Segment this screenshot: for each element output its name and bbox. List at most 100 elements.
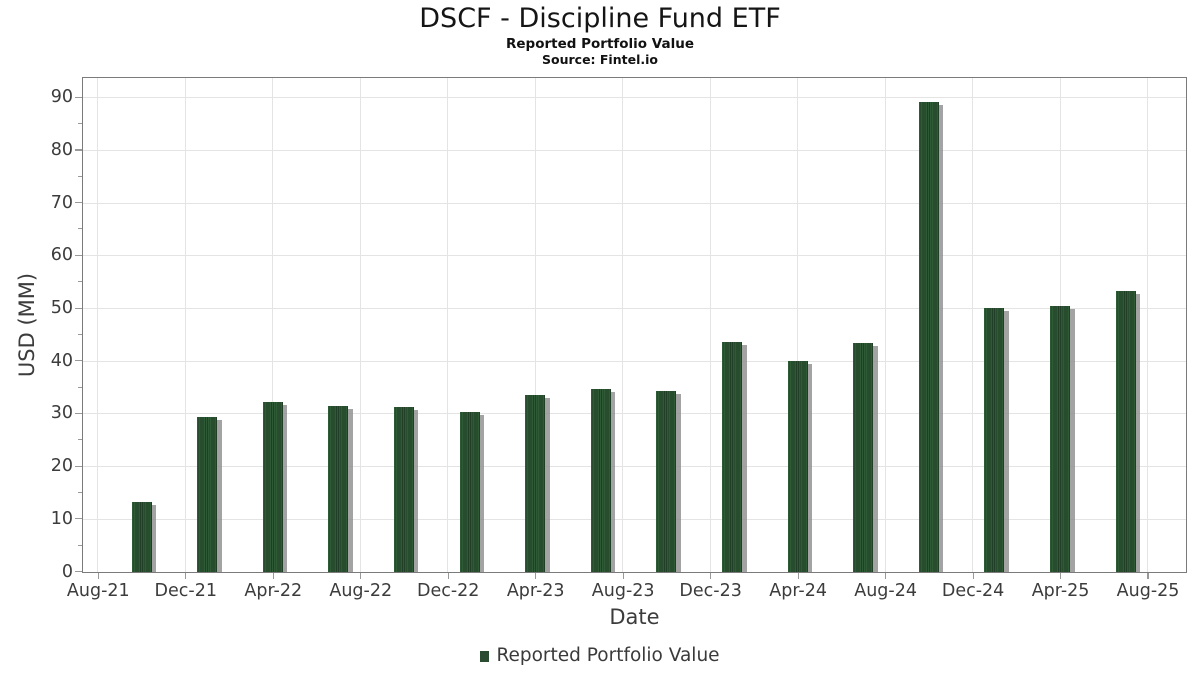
bar-Jan-24 xyxy=(722,341,743,572)
x-tick-label: Dec-22 xyxy=(416,581,480,601)
x-tick-label: Aug-22 xyxy=(329,581,393,601)
gridline-vertical xyxy=(972,78,974,572)
y-tick-label: 80 xyxy=(50,139,73,160)
x-axis-tick xyxy=(1147,573,1149,579)
bar-Apr-24 xyxy=(787,360,808,572)
gridline-horizontal xyxy=(83,308,1186,309)
y-tick-label: 20 xyxy=(50,456,73,477)
y-axis-tick xyxy=(75,571,82,573)
y-axis-minor-tick xyxy=(78,175,82,177)
x-axis-title: Date xyxy=(609,605,660,629)
gridline-vertical xyxy=(447,78,449,572)
x-axis-tick xyxy=(622,573,624,579)
bar-Apr-22 xyxy=(262,402,283,572)
x-axis-tick xyxy=(885,573,887,579)
bar-Jul-25 xyxy=(1115,291,1136,572)
legend-label: Reported Portfolio Value xyxy=(496,645,720,666)
x-axis-tick xyxy=(797,573,799,579)
y-tick-label: 0 xyxy=(61,561,73,582)
y-tick-label: 40 xyxy=(50,350,73,371)
bar-Jul-22 xyxy=(328,406,349,572)
x-tick-label: Dec-24 xyxy=(941,581,1005,601)
x-tick-label: Apr-22 xyxy=(244,581,303,601)
y-axis-minor-tick xyxy=(78,123,82,125)
y-axis-tick xyxy=(75,412,82,415)
y-axis-minor-tick xyxy=(78,228,82,230)
y-axis-tick xyxy=(75,307,82,309)
gridline-horizontal xyxy=(83,413,1186,415)
x-axis-tick xyxy=(272,573,274,579)
gridline-vertical xyxy=(272,78,274,572)
y-axis-tick xyxy=(75,202,82,204)
gridline-vertical xyxy=(97,78,99,572)
bar-Jul-23 xyxy=(590,389,611,572)
y-axis-tick xyxy=(75,254,82,256)
x-axis-tick xyxy=(97,573,99,579)
gridline-horizontal xyxy=(83,97,1186,99)
plot-area xyxy=(82,77,1187,573)
bar-Oct-21 xyxy=(131,502,152,572)
y-axis-tick xyxy=(75,360,82,362)
x-tick-label: Apr-23 xyxy=(506,581,565,601)
gridline-horizontal xyxy=(83,466,1186,468)
x-axis-tick xyxy=(972,573,974,579)
x-tick-label: Aug-25 xyxy=(1116,581,1180,601)
x-axis-tick xyxy=(1059,573,1062,579)
chart-source: Source: Fintel.io xyxy=(542,52,658,67)
gridline-horizontal xyxy=(83,360,1186,362)
x-tick-label: Apr-25 xyxy=(1031,581,1090,601)
y-axis-minor-tick xyxy=(78,386,82,388)
gridline-vertical xyxy=(709,78,711,572)
y-axis-minor-tick xyxy=(78,544,82,546)
bar-Jan-23 xyxy=(459,412,480,572)
y-axis-minor-tick xyxy=(78,491,82,493)
gridline-vertical xyxy=(622,78,624,572)
legend: Reported Portfolio Value xyxy=(0,645,1200,666)
bar-Oct-24 xyxy=(918,102,939,572)
bar-Oct-23 xyxy=(656,391,677,572)
y-tick-label: 50 xyxy=(50,298,73,318)
x-tick-label: Dec-23 xyxy=(679,581,742,601)
x-axis-tick xyxy=(710,573,712,579)
bar-Apr-25 xyxy=(1050,306,1071,572)
gridline-horizontal xyxy=(83,202,1186,204)
y-tick-label: 90 xyxy=(50,87,73,108)
x-tick-label: Aug-24 xyxy=(854,581,917,601)
gridline-vertical xyxy=(184,78,186,572)
chart-subtitle: Reported Portfolio Value xyxy=(506,36,694,52)
gridline-horizontal xyxy=(83,518,1186,520)
y-tick-label: 30 xyxy=(50,403,73,424)
y-tick-label: 10 xyxy=(50,508,73,529)
x-axis-tick xyxy=(185,573,187,579)
y-axis-tick xyxy=(75,518,82,520)
x-tick-label: Aug-21 xyxy=(66,581,130,601)
y-axis-minor-tick xyxy=(78,333,82,335)
x-tick-label: Aug-23 xyxy=(591,581,655,601)
gridline-vertical xyxy=(534,78,536,572)
y-axis-tick xyxy=(75,149,82,151)
bar-Jan-22 xyxy=(197,416,218,572)
bar-Jan-25 xyxy=(984,307,1005,572)
x-tick-label: Apr-24 xyxy=(769,581,827,601)
bar-Jul-24 xyxy=(853,343,874,572)
gridline-vertical xyxy=(884,78,886,572)
x-axis-tick xyxy=(535,573,537,579)
bar-Apr-23 xyxy=(525,395,546,572)
x-tick-label: Dec-21 xyxy=(154,581,217,601)
gridline-vertical xyxy=(797,78,799,572)
y-axis-tick xyxy=(75,96,82,98)
y-tick-label: 70 xyxy=(50,192,73,213)
y-axis-tick xyxy=(75,465,82,467)
bar-Oct-22 xyxy=(393,406,414,572)
x-axis-tick xyxy=(360,573,362,579)
y-tick-label: 60 xyxy=(50,245,73,266)
gridline-horizontal xyxy=(83,149,1186,151)
gridline-vertical xyxy=(359,78,361,572)
legend-swatch xyxy=(480,651,490,662)
gridline-vertical xyxy=(1147,78,1149,572)
y-axis-minor-tick xyxy=(78,281,82,283)
y-axis-minor-tick xyxy=(78,439,82,441)
gridline-horizontal xyxy=(83,255,1186,257)
chart-title: DSCF - Discipline Fund ETF xyxy=(419,3,781,34)
x-axis-tick xyxy=(447,573,449,579)
